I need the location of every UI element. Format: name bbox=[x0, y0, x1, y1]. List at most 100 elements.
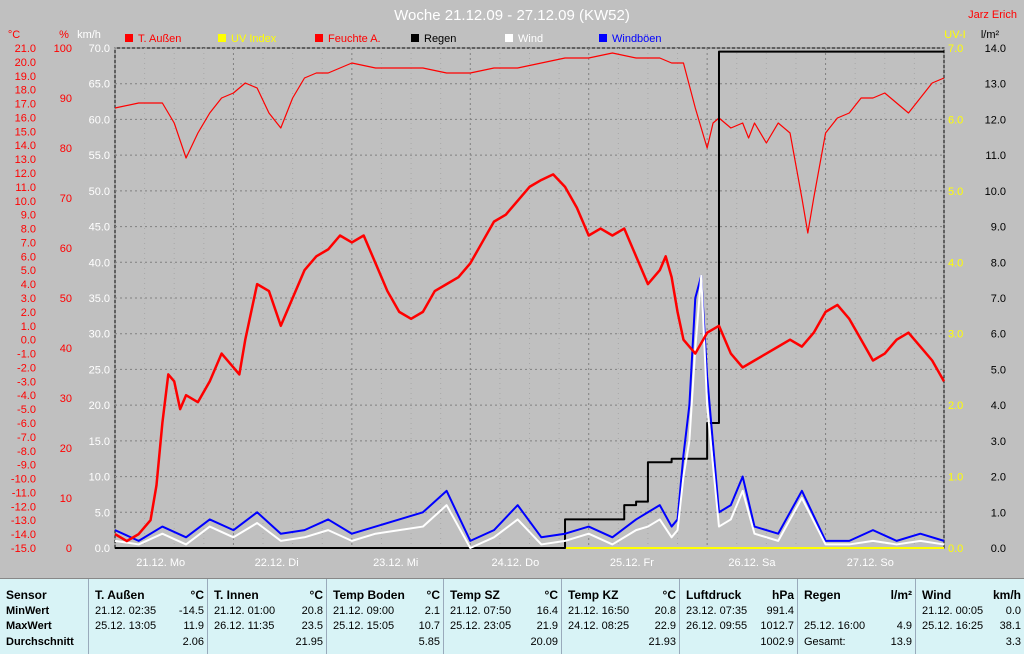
stats-cell-row-2: 20.09 bbox=[450, 636, 558, 650]
day-label-2: 23.12. Mi bbox=[373, 557, 418, 569]
uv-tick-0: 7.0 bbox=[948, 43, 963, 55]
grid bbox=[114, 47, 945, 549]
kmh-tick-13: 5.0 bbox=[95, 507, 110, 519]
rain-tick-6: 8.0 bbox=[991, 257, 1006, 269]
stats-cell-time: 21.12. 02:35 bbox=[95, 605, 157, 617]
series-line-feuchte-a- bbox=[114, 52, 945, 234]
celsius-tick-16: 5.0 bbox=[21, 265, 36, 277]
celsius-tick-4: 17.0 bbox=[15, 99, 36, 111]
uv-tick-6: 1.0 bbox=[948, 472, 963, 484]
kmh-tick-4: 50.0 bbox=[89, 186, 110, 198]
day-label-1: 22.12. Di bbox=[255, 557, 299, 569]
chart-title: Woche 21.12.09 - 27.12.09 (KW52) bbox=[394, 7, 630, 24]
stats-col-0: T. Außen °C 21.12. 02:35 -14.5 25.12. 13:05 1… bbox=[88, 579, 208, 654]
stats-cell-row-0: 21.12. 09:00 2.1 bbox=[333, 605, 440, 619]
celsius-tick-31: -10.0 bbox=[11, 474, 36, 486]
kmh-tick-2: 60.0 bbox=[89, 114, 110, 126]
stats-cell-value: 11.9 bbox=[183, 620, 204, 632]
legend-swatch-5 bbox=[599, 34, 607, 42]
stats-col-2: Temp Boden °C 21.12. 09:00 2.1 25.12. 15:05 1… bbox=[326, 579, 444, 654]
celsius-tick-26: -5.0 bbox=[17, 404, 36, 416]
stats-col-6: Regen l/m² 25.12. 16:00 4.9 Gesamt: 13.9 bbox=[797, 579, 916, 654]
stats-cell-value: 21.9 bbox=[536, 620, 558, 632]
stats-cell-row-1: 25.12. 16:25 38.1 bbox=[922, 620, 1021, 634]
celsius-tick-11: 10.0 bbox=[15, 196, 36, 208]
percent-unit: % bbox=[59, 29, 69, 41]
stats-col-1: T. Innen °C 21.12. 01:00 20.8 26.12. 11:35 23… bbox=[207, 579, 327, 654]
day-label-0: 21.12. Mo bbox=[136, 557, 185, 569]
stats-cell-value: 22.9 bbox=[654, 620, 676, 632]
celsius-tick-1: 20.0 bbox=[15, 57, 36, 69]
stats-cell-row-1: 25.12. 16:00 4.9 bbox=[804, 620, 912, 634]
uv-tick-4: 3.0 bbox=[948, 329, 963, 341]
celsius-tick-3: 18.0 bbox=[15, 85, 36, 97]
stats-col-header: Temp KZ °C bbox=[568, 588, 676, 602]
celsius-tick-21: 0.0 bbox=[21, 335, 36, 347]
stats-col-7: Wind km/h 21.12. 00:05 0.0 25.12. 16:25 38.1 3… bbox=[915, 579, 1024, 654]
sensor-header: Sensor bbox=[6, 588, 47, 602]
author-label: Jarz Erich bbox=[968, 9, 1017, 21]
percent-tick-0: 100 bbox=[54, 43, 72, 55]
stats-cell-row-1: 24.12. 08:25 22.9 bbox=[568, 620, 676, 634]
stats-col-header: Luftdruck hPa bbox=[686, 588, 794, 602]
stats-cell-row-0: 21.12. 02:35 -14.5 bbox=[95, 605, 204, 619]
stats-cell-row-2: 3.3 bbox=[922, 636, 1021, 650]
percent-tick-6: 40 bbox=[60, 343, 72, 355]
celsius-tick-30: -9.0 bbox=[17, 460, 36, 472]
legend-swatch-0 bbox=[125, 34, 133, 42]
kmh-tick-11: 15.0 bbox=[89, 436, 110, 448]
rain-tick-11: 3.0 bbox=[991, 436, 1006, 448]
rain-tick-14: 0.0 bbox=[991, 543, 1006, 555]
celsius-tick-5: 16.0 bbox=[15, 112, 36, 124]
stats-cell-time: 26.12. 11:35 bbox=[214, 620, 275, 632]
stats-col-header: T. Außen °C bbox=[95, 588, 204, 602]
stats-col-header: Temp SZ °C bbox=[450, 588, 558, 602]
stats-cell-row-0: 21.12. 07:50 16.4 bbox=[450, 605, 558, 619]
stats-cell-row-2: Gesamt: 13.9 bbox=[804, 636, 912, 650]
stats-col-unit: °C bbox=[662, 588, 676, 602]
stats-cell-value: 991.4 bbox=[766, 605, 794, 617]
celsius-tick-20: 1.0 bbox=[21, 321, 36, 333]
day-label-3: 24.12. Do bbox=[492, 557, 540, 569]
stats-cell-time: 26.12. 09:55 bbox=[686, 620, 748, 632]
kmh-tick-7: 35.0 bbox=[89, 293, 110, 305]
rain-tick-5: 9.0 bbox=[991, 222, 1006, 234]
stats-cell-value: 38.1 bbox=[999, 620, 1021, 632]
celsius-tick-23: -2.0 bbox=[17, 362, 36, 374]
stats-cell-row-0: 23.12. 07:35 991.4 bbox=[686, 605, 794, 619]
celsius-tick-12: 9.0 bbox=[21, 210, 36, 222]
kmh-tick-8: 30.0 bbox=[89, 329, 110, 341]
stats-cell-value: 4.9 bbox=[896, 620, 912, 632]
stats-cell-row-2: 21.95 bbox=[214, 636, 323, 650]
uv-unit: UV-I bbox=[944, 29, 965, 41]
stats-cell-row-1: 25.12. 15:05 10.7 bbox=[333, 620, 440, 634]
uv-tick-7: 0.0 bbox=[948, 543, 963, 555]
stats-cell-value: 10.7 bbox=[418, 620, 440, 632]
stats-cell-row-2: 1002.9 bbox=[686, 636, 794, 650]
stats-cell-row-1: 26.12. 09:55 1012.7 bbox=[686, 620, 794, 634]
minwert-label: MinWert bbox=[6, 605, 50, 617]
day-label-6: 27.12. So bbox=[847, 557, 894, 569]
celsius-tick-17: 4.0 bbox=[21, 279, 36, 291]
percent-tick-1: 90 bbox=[60, 93, 72, 105]
stats-cell-value: 3.3 bbox=[1005, 636, 1021, 648]
legend-swatch-2 bbox=[315, 34, 323, 42]
stats-cell-time: 25.12. 13:05 bbox=[95, 620, 157, 632]
series-line-t-au-en bbox=[114, 173, 946, 543]
stats-cell-row-2: 21.93 bbox=[568, 636, 676, 650]
stats-cell-value: 2.06 bbox=[182, 636, 204, 648]
stats-cell-value: 2.1 bbox=[424, 605, 440, 617]
stats-cell-time: 21.12. 16:50 bbox=[568, 605, 630, 617]
legend-label-5: Windböen bbox=[612, 33, 662, 45]
stats-row-labels: Sensor MinWert MaxWert Durchschnitt bbox=[0, 579, 88, 654]
rain-tick-13: 1.0 bbox=[991, 507, 1006, 519]
percent-tick-9: 10 bbox=[60, 493, 72, 505]
uv-tick-3: 4.0 bbox=[948, 257, 963, 269]
series-line-windb-en bbox=[114, 274, 945, 542]
uv-tick-1: 6.0 bbox=[948, 114, 963, 126]
stats-cell-row-1: 26.12. 11:35 23.5 bbox=[214, 620, 323, 634]
celsius-tick-36: -15.0 bbox=[11, 543, 36, 555]
rain-tick-10: 4.0 bbox=[991, 400, 1006, 412]
celsius-tick-2: 19.0 bbox=[15, 71, 36, 83]
rain-unit: l/m² bbox=[981, 29, 1000, 41]
